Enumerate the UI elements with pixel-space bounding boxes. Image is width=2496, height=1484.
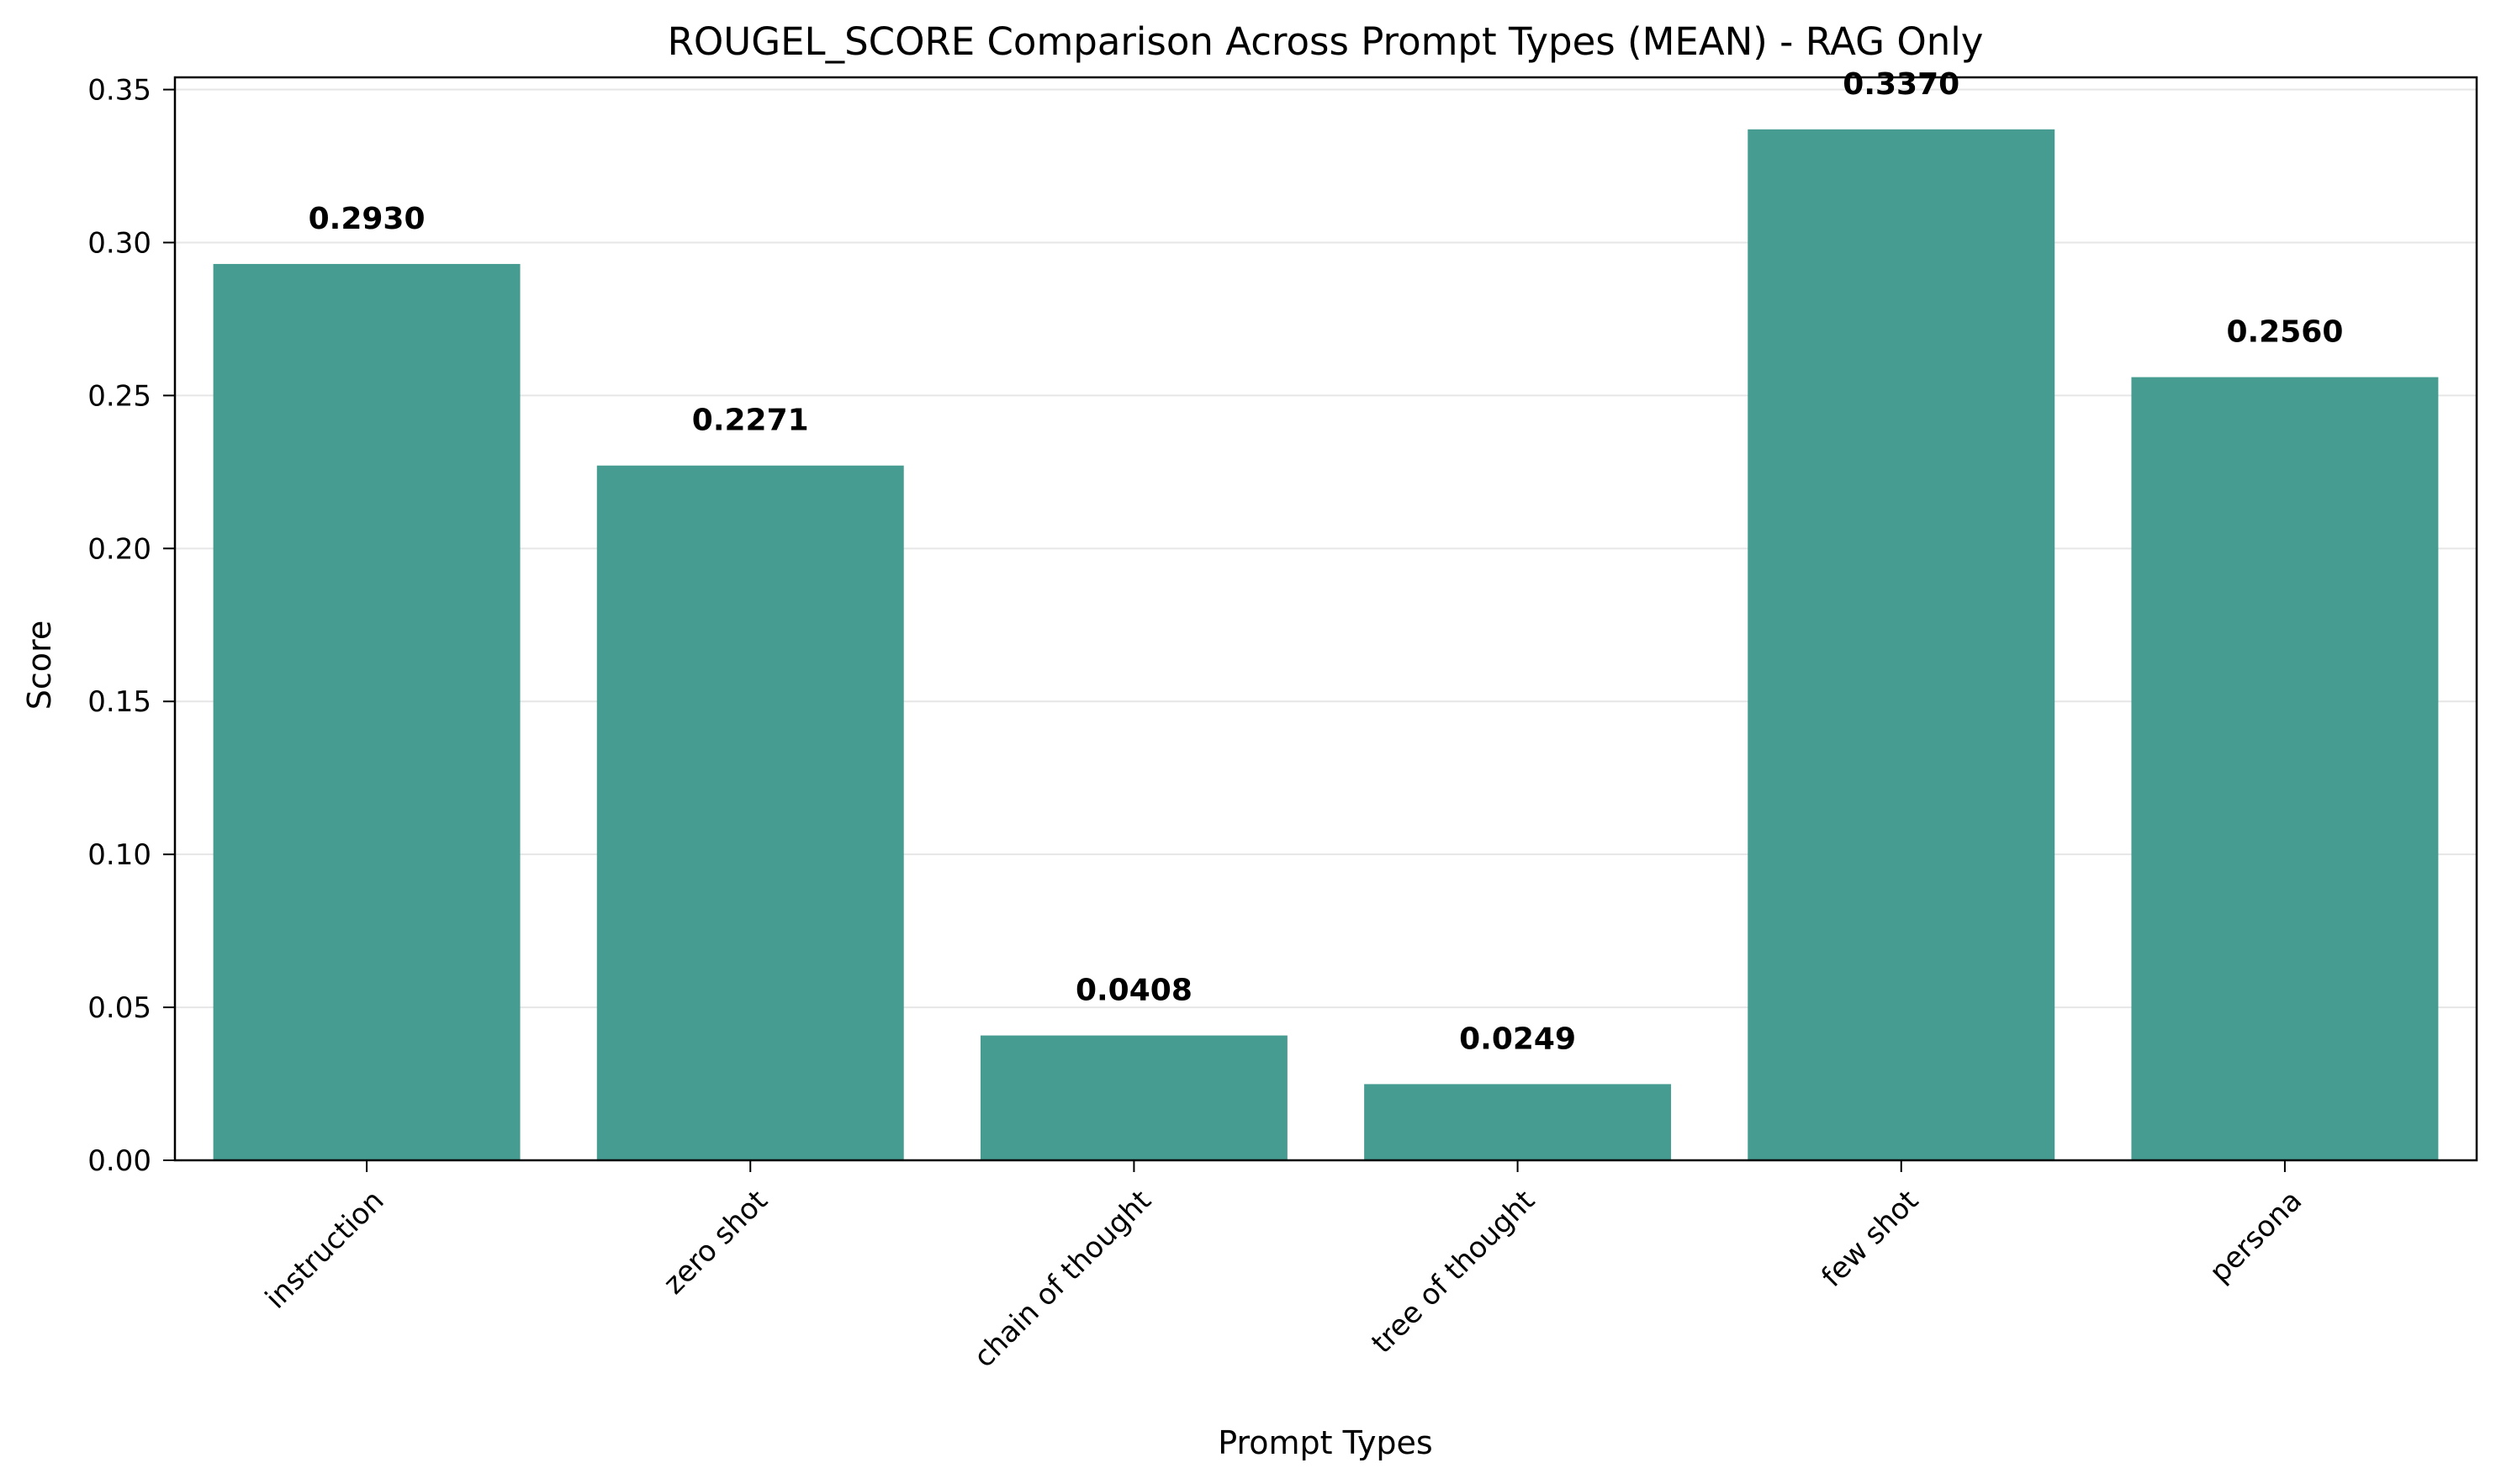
y-tick-label: 0.15 bbox=[87, 685, 151, 719]
x-tick-label: chain of thought bbox=[967, 1184, 1157, 1374]
x-tick-label: few shot bbox=[1815, 1184, 1925, 1294]
bar-value-label: 0.0249 bbox=[1459, 1022, 1576, 1056]
bar-chain-of-thought bbox=[980, 1035, 1288, 1160]
bar-instruction bbox=[213, 263, 521, 1161]
y-tick-label: 0.20 bbox=[87, 532, 151, 566]
bar-value-label: 0.2271 bbox=[692, 404, 809, 438]
bar-value-label: 0.2560 bbox=[2226, 315, 2343, 350]
chart-title: ROUGEL_SCORE Comparison Across Prompt Ty… bbox=[668, 19, 1984, 64]
y-tick-label: 0.10 bbox=[87, 838, 151, 872]
x-tick-label: tree of thought bbox=[1365, 1184, 1541, 1360]
y-tick-label: 0.05 bbox=[87, 991, 151, 1025]
x-tick-label: zero shot bbox=[657, 1184, 774, 1301]
bar-value-label: 0.2930 bbox=[309, 202, 426, 236]
bar-value-label: 0.3370 bbox=[1843, 67, 1959, 102]
grid-layer bbox=[175, 88, 2477, 1161]
y-axis-label: Score bbox=[21, 621, 58, 710]
y-tick-label: 0.00 bbox=[87, 1144, 151, 1178]
y-tick-label: 0.30 bbox=[87, 226, 151, 260]
axes-layer bbox=[163, 76, 2478, 1172]
x-tick-label: persona bbox=[2203, 1184, 2308, 1289]
y-tick-label: 0.35 bbox=[87, 74, 151, 108]
plot-frame bbox=[173, 76, 2478, 1162]
bars-layer bbox=[213, 129, 2439, 1161]
x-tick-label: instruction bbox=[259, 1184, 391, 1316]
bar-persona bbox=[2131, 377, 2439, 1161]
y-tick-label: 0.25 bbox=[87, 379, 151, 413]
x-axis-label: Prompt Types bbox=[1218, 1424, 1432, 1461]
bar-zero-shot bbox=[596, 465, 904, 1160]
bar-few-shot bbox=[1748, 129, 2055, 1160]
bar-value-label: 0.0408 bbox=[1076, 974, 1192, 1008]
bar-tree-of-thought bbox=[1364, 1084, 1672, 1160]
